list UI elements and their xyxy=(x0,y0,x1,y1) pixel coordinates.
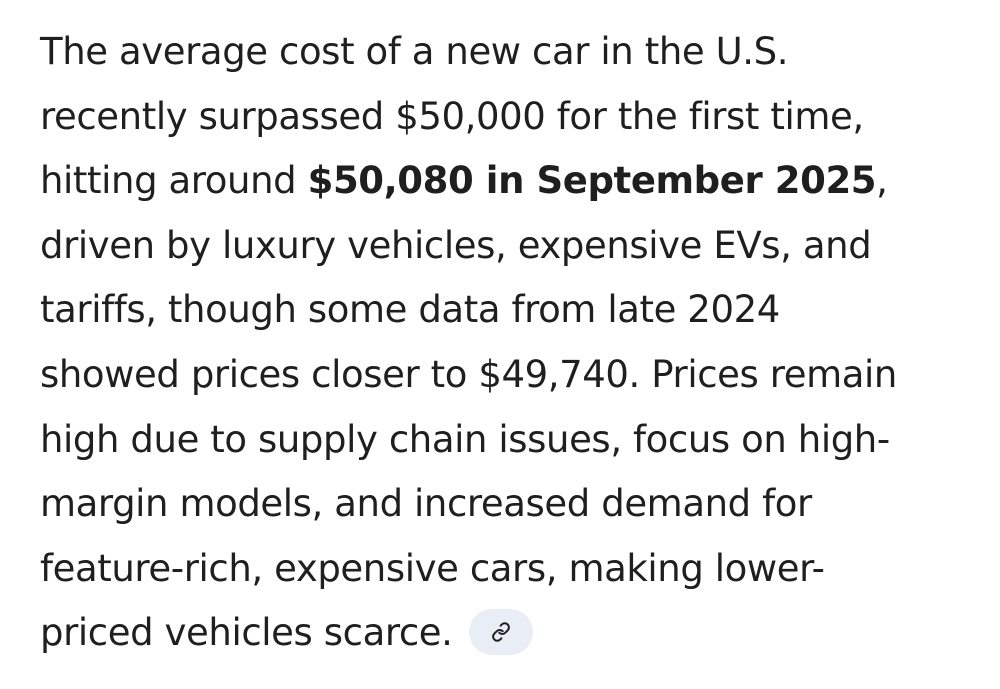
answer-line-lead: hitting around xyxy=(40,159,308,203)
answer-line: high due to supply chain issues, focus o… xyxy=(40,417,890,461)
link-icon xyxy=(491,622,510,642)
answer-line-with-highlight: hitting around $50,080 in September 2025… xyxy=(40,149,980,214)
answer-line: showed prices closer to $49,740. Prices … xyxy=(40,352,897,396)
answer-line: margin models, and increased demand for xyxy=(40,482,812,526)
answer-line: recently surpassed $50,000 for the first… xyxy=(40,94,864,138)
answer-line-last: priced vehicles scarce. xyxy=(40,601,980,666)
highlight-suffix: , xyxy=(876,159,888,203)
answer-line-text: priced vehicles scarce. xyxy=(40,611,453,655)
answer-text: The average cost of a new car in the U.S… xyxy=(40,20,980,666)
source-link-button[interactable] xyxy=(468,608,533,655)
answer-line: driven by luxury vehicles, expensive EVs… xyxy=(40,223,872,267)
answer-line: feature-rich, expensive cars, making low… xyxy=(40,546,825,590)
highlighted-price: $50,080 in September 2025 xyxy=(307,159,877,203)
answer-line: The average cost of a new car in the U.S… xyxy=(40,30,789,73)
answer-line: tariffs, though some data from late 2024 xyxy=(40,288,780,332)
